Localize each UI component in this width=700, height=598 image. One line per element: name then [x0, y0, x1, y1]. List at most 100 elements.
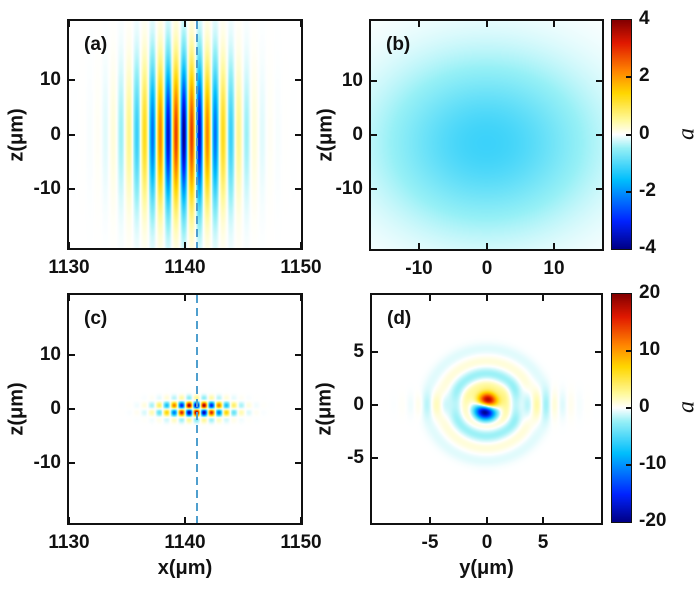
x-tick-label: 1150	[280, 532, 322, 553]
colorbar-tick-mark	[626, 191, 631, 193]
y-tick-mark-right	[295, 134, 301, 136]
colorbar-tick-label: -4	[639, 237, 656, 258]
x-tick-mark	[68, 517, 70, 523]
colorbar-tick-label: -10	[639, 453, 667, 474]
x-tick-mark-top	[68, 295, 70, 301]
panel-label-b: (b)	[386, 34, 411, 55]
x-tick-mark	[184, 517, 186, 523]
x-tick-mark-top	[542, 295, 544, 301]
y-tick-mark-right	[295, 408, 301, 410]
y-tick-mark-right	[295, 188, 301, 190]
colorbar-tick-mark	[626, 407, 631, 409]
y-tick-label: -10	[335, 178, 363, 199]
y-tick-mark-right	[295, 79, 301, 81]
colorbar-tick-label: 20	[639, 282, 661, 303]
y-tick-mark	[371, 134, 377, 136]
panel-label-d: (d)	[387, 308, 412, 329]
y-tick-mark-right	[595, 404, 601, 406]
x-tick-mark	[418, 243, 420, 249]
x-tick-mark-top	[486, 295, 488, 301]
heatmap-smooth-field	[371, 21, 602, 249]
x-tick-mark	[184, 242, 186, 248]
x-tick-mark-top	[429, 295, 431, 301]
y-tick-mark-right	[295, 462, 301, 464]
colorbar-tick-label: -20	[639, 510, 667, 531]
colorbar-tick-mark	[626, 76, 631, 78]
x-tick-mark	[300, 242, 302, 248]
y-tick-label: 0	[352, 124, 363, 145]
x-tick-mark-top	[68, 21, 70, 27]
y-tick-label: 0	[353, 394, 364, 415]
heatmap-wakefield	[69, 295, 301, 523]
colorbar-label-top: a	[673, 127, 700, 140]
panel-c-wake-xz: (c)	[67, 293, 303, 525]
y-tick-mark	[372, 457, 378, 459]
y-tick-mark	[69, 134, 75, 136]
x-tick-mark-top	[184, 21, 186, 27]
panel-label-a: (a)	[84, 34, 108, 55]
x-tick-label: 1150	[280, 257, 322, 278]
y-tick-mark-right	[295, 354, 301, 356]
heatmap-laser-field	[69, 21, 301, 248]
y-tick-mark-right	[596, 134, 602, 136]
y-tick-label: -5	[347, 447, 364, 468]
y-tick-mark	[69, 79, 75, 81]
y-tick-mark	[371, 80, 377, 82]
y-tick-label: 5	[353, 341, 364, 362]
y-tick-mark	[69, 462, 75, 464]
panel-d-dipole-yz: (d)	[370, 293, 603, 525]
y-tick-label: 0	[50, 398, 61, 419]
y-tick-mark-right	[596, 188, 602, 190]
x-tick-label: 0	[481, 532, 493, 553]
y-tick-mark-right	[596, 80, 602, 82]
x-tick-mark	[68, 242, 70, 248]
x-tick-mark-top	[300, 295, 302, 301]
x-tick-mark	[300, 517, 302, 523]
x-axis-label-d: y(μm)	[459, 557, 514, 579]
panel-b-field-yz: (b)	[369, 19, 604, 251]
colorbar-tick-label: 0	[639, 396, 650, 417]
x-axis-label-c: x(μm)	[157, 557, 213, 579]
x-tick-label: 1130	[48, 257, 90, 278]
y-tick-label: 10	[39, 344, 61, 365]
x-tick-label: 1140	[164, 257, 206, 278]
y-tick-mark	[69, 354, 75, 356]
y-tick-mark	[372, 404, 378, 406]
dashed-reference-line	[195, 21, 198, 248]
x-tick-label: 0	[481, 258, 493, 279]
x-tick-mark	[542, 517, 544, 523]
dashed-reference-line	[195, 295, 198, 523]
x-tick-mark-top	[553, 21, 555, 27]
y-tick-label: -10	[33, 452, 61, 473]
y-tick-label: -10	[33, 178, 61, 199]
colorbar-tick-mark	[626, 350, 631, 352]
y-tick-label: 10	[39, 69, 61, 90]
y-tick-mark	[371, 188, 377, 190]
y-tick-label: 10	[341, 70, 363, 91]
colorbar-top	[611, 19, 632, 250]
x-tick-label: -5	[421, 532, 439, 553]
colorbar-tick-label: 4	[639, 8, 650, 29]
x-tick-mark	[553, 243, 555, 249]
panel-label-c: (c)	[84, 308, 108, 329]
x-tick-label: 1130	[48, 532, 90, 553]
x-tick-label: -10	[405, 258, 433, 279]
y-tick-mark	[372, 351, 378, 353]
x-tick-mark-top	[300, 21, 302, 27]
x-tick-mark-top	[418, 21, 420, 27]
colorbar-tick-label: 2	[639, 65, 650, 86]
x-tick-mark	[486, 243, 488, 249]
colorbar-tick-label: 10	[639, 339, 661, 360]
panel-a-laser-xz: (a)	[67, 19, 303, 250]
y-tick-mark	[69, 188, 75, 190]
x-tick-label: 10	[543, 258, 565, 279]
x-tick-mark-top	[184, 295, 186, 301]
y-tick-mark-right	[595, 351, 601, 353]
heatmap-dipole-field	[372, 295, 601, 523]
colorbar-tick-mark	[626, 464, 631, 466]
y-tick-mark-right	[595, 457, 601, 459]
x-tick-mark	[429, 517, 431, 523]
colorbar-bottom	[611, 293, 632, 523]
colorbar-tick-mark	[626, 134, 631, 136]
